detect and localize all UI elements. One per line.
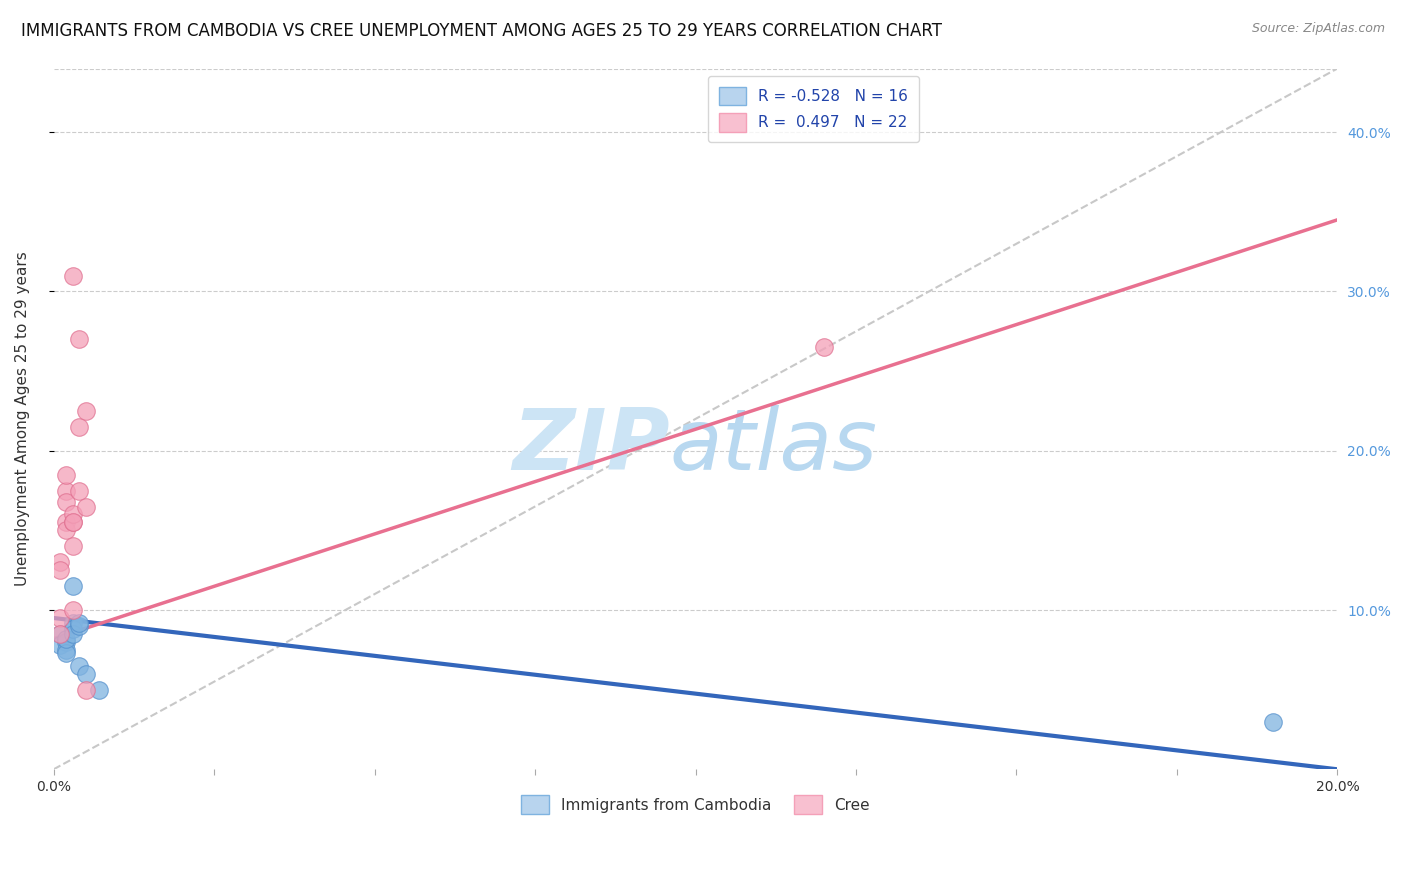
Text: ZIP: ZIP bbox=[512, 406, 669, 489]
Point bbox=[62, 603, 84, 617]
Point bbox=[62, 622, 84, 636]
Point bbox=[67, 615, 90, 630]
Text: IMMIGRANTS FROM CAMBODIA VS CREE UNEMPLOYMENT AMONG AGES 25 TO 29 YEARS CORRELAT: IMMIGRANTS FROM CAMBODIA VS CREE UNEMPLO… bbox=[21, 22, 942, 40]
Legend: Immigrants from Cambodia, Cree: Immigrants from Cambodia, Cree bbox=[510, 785, 880, 825]
Point bbox=[55, 516, 77, 530]
Point bbox=[49, 555, 72, 569]
Point bbox=[75, 404, 97, 418]
Point bbox=[67, 332, 90, 346]
Point bbox=[55, 467, 77, 482]
Point bbox=[67, 420, 90, 434]
Point bbox=[62, 579, 84, 593]
Y-axis label: Unemployment Among Ages 25 to 29 years: Unemployment Among Ages 25 to 29 years bbox=[15, 252, 30, 586]
Point bbox=[62, 516, 84, 530]
Point bbox=[1263, 714, 1285, 729]
Text: Source: ZipAtlas.com: Source: ZipAtlas.com bbox=[1251, 22, 1385, 36]
Point bbox=[49, 627, 72, 641]
Point bbox=[49, 627, 72, 641]
Point bbox=[49, 638, 72, 652]
Text: atlas: atlas bbox=[669, 406, 877, 489]
Point bbox=[49, 563, 72, 577]
Point bbox=[55, 632, 77, 646]
Point bbox=[75, 666, 97, 681]
Point bbox=[62, 615, 84, 630]
Point bbox=[62, 627, 84, 641]
Point bbox=[55, 635, 77, 649]
Point bbox=[55, 524, 77, 538]
Point bbox=[55, 646, 77, 660]
Point bbox=[55, 643, 77, 657]
Point bbox=[62, 516, 84, 530]
Point bbox=[87, 682, 110, 697]
Point bbox=[49, 611, 72, 625]
Point bbox=[67, 483, 90, 498]
Point bbox=[67, 658, 90, 673]
Point bbox=[55, 494, 77, 508]
Point bbox=[62, 508, 84, 522]
Point bbox=[75, 500, 97, 514]
Point bbox=[62, 268, 84, 283]
Point bbox=[75, 682, 97, 697]
Point bbox=[67, 619, 90, 633]
Point bbox=[55, 483, 77, 498]
Point bbox=[813, 340, 835, 354]
Point bbox=[62, 539, 84, 553]
